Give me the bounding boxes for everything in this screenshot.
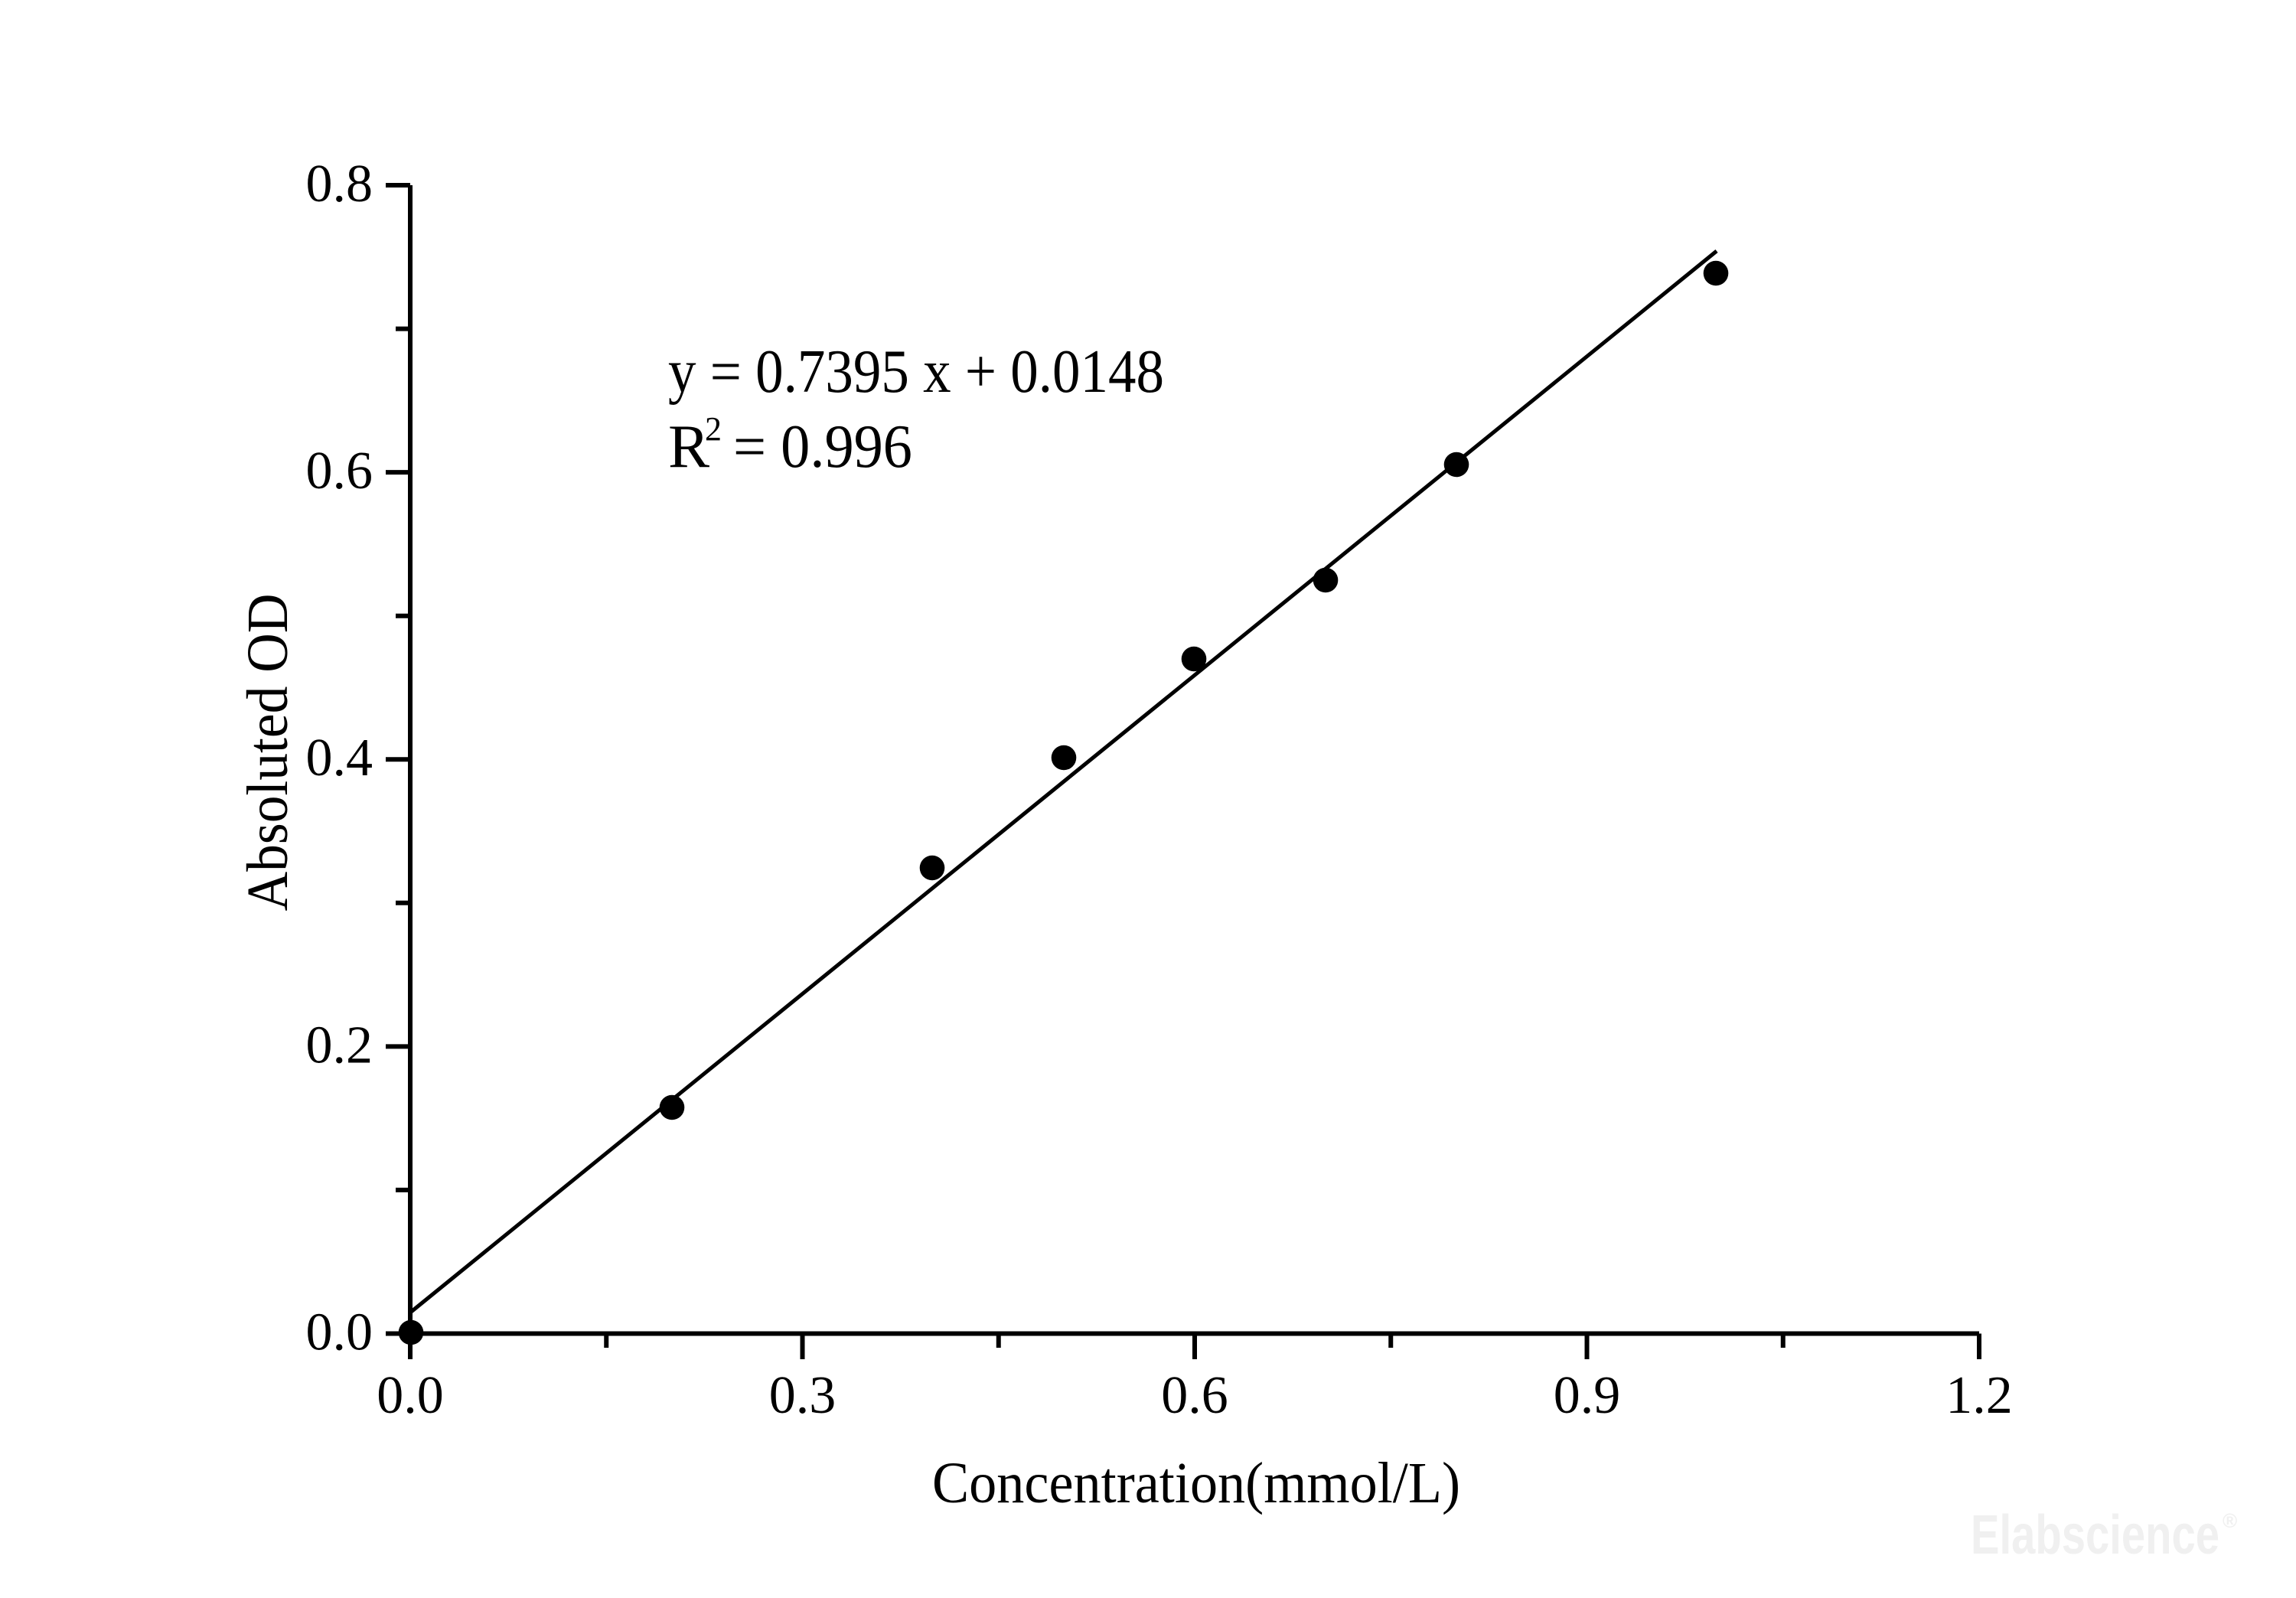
svg-text:0.8: 0.8 xyxy=(306,155,373,214)
svg-text:0.6: 0.6 xyxy=(1161,1366,1228,1425)
svg-text:y = 0.7395 x + 0.0148: y = 0.7395 x + 0.0148 xyxy=(668,337,1164,406)
svg-text:0.3: 0.3 xyxy=(769,1366,837,1425)
svg-text:2: 2 xyxy=(705,410,722,448)
svg-text:Absoluted OD: Absoluted OD xyxy=(236,594,300,912)
svg-text:Concentration(mmol/L): Concentration(mmol/L) xyxy=(932,1451,1460,1515)
svg-text:Elabscience: Elabscience xyxy=(1971,1505,2219,1566)
svg-text:1.2: 1.2 xyxy=(1945,1366,2013,1425)
svg-text:= 0.996: = 0.996 xyxy=(733,412,912,481)
svg-text:0.0: 0.0 xyxy=(377,1366,444,1425)
svg-text:0.4: 0.4 xyxy=(306,729,373,788)
svg-text:0.2: 0.2 xyxy=(306,1016,373,1075)
svg-text:0.9: 0.9 xyxy=(1554,1366,1621,1425)
svg-text:0.0: 0.0 xyxy=(306,1303,373,1362)
svg-text:0.6: 0.6 xyxy=(306,442,373,501)
svg-text:®: ® xyxy=(2223,1509,2237,1532)
svg-text:R: R xyxy=(668,412,709,481)
